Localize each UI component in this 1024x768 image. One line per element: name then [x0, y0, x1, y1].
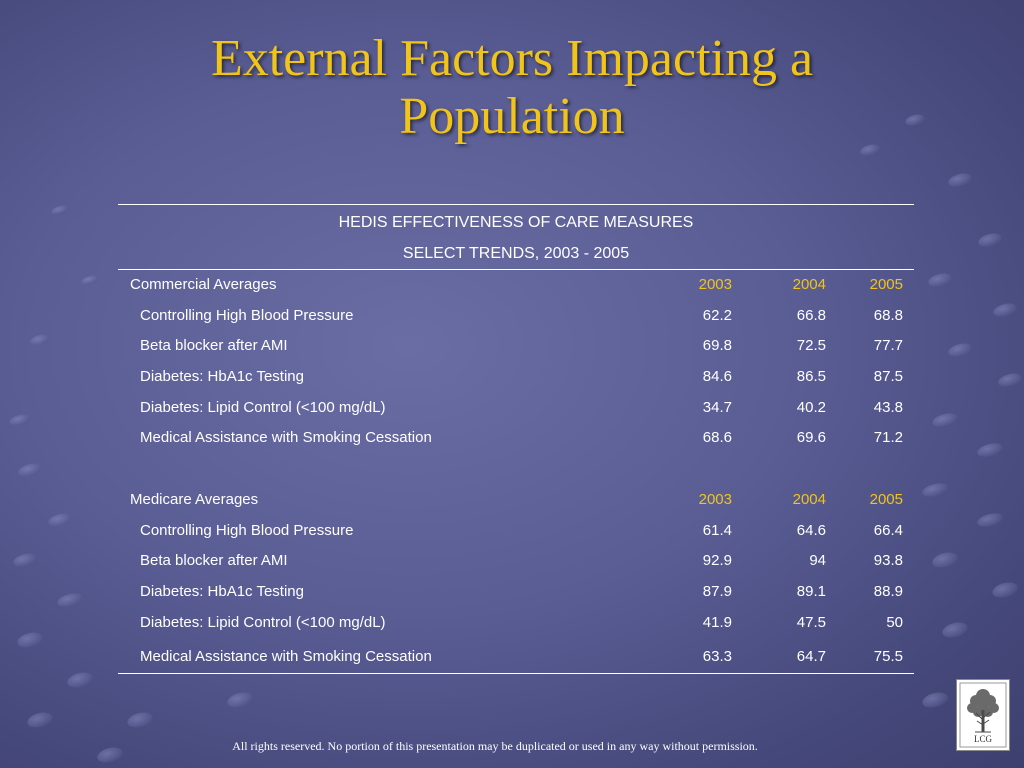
- year-header: 2003: [698, 490, 732, 508]
- cell-value: 86.5: [796, 368, 826, 386]
- slide-title: External Factors Impacting a Population: [210, 30, 814, 145]
- table-header-rule: [118, 269, 914, 270]
- cell-value: 94: [809, 552, 826, 570]
- row-label: Beta blocker after AMI: [140, 337, 288, 355]
- cell-value: 84.6: [702, 368, 732, 386]
- row-label: Controlling High Blood Pressure: [140, 306, 354, 324]
- cell-value: 68.8: [873, 306, 903, 324]
- table-row: Diabetes: HbA1c Testing 84.6 86.5 87.5: [118, 362, 914, 393]
- table-bottom-rule: [118, 673, 914, 675]
- cell-value: 66.4: [873, 521, 903, 539]
- cell-value: 69.8: [702, 337, 732, 355]
- year-header: 2003: [698, 276, 732, 293]
- copyright-footer: All rights reserved. No portion of this …: [232, 739, 758, 753]
- cell-value: 68.6: [702, 429, 732, 447]
- cell-value: 41.9: [702, 613, 732, 631]
- cell-value: 93.8: [873, 552, 903, 570]
- cell-value: 69.6: [796, 429, 826, 447]
- row-label: Diabetes: Lipid Control (<100 mg/dL): [140, 398, 386, 416]
- table-header-line1: HEDIS EFFECTIVENESS OF CARE MEASURES: [338, 214, 694, 231]
- cell-value: 64.6: [796, 521, 826, 539]
- cell-value: 77.7: [873, 337, 903, 355]
- lcg-logo: LCG: [956, 679, 1010, 751]
- cell-value: 63.3: [702, 648, 732, 666]
- cell-value: 87.5: [873, 368, 903, 386]
- cell-value: 89.1: [796, 582, 826, 600]
- year-header: 2004: [792, 276, 826, 293]
- table-row: Controlling High Blood Pressure 62.2 66.…: [118, 301, 914, 332]
- row-label: Beta blocker after AMI: [140, 552, 288, 570]
- table-row: Diabetes: HbA1c Testing 87.9 89.1 88.9: [118, 577, 914, 608]
- section-title: Medicare Averages: [130, 490, 259, 508]
- cell-value: 61.4: [702, 521, 732, 539]
- table-row: Controlling High Blood Pressure 61.4 64.…: [118, 516, 914, 547]
- year-header: 2005: [869, 490, 903, 508]
- table-top-rule: [118, 204, 914, 205]
- row-label: Diabetes: Lipid Control (<100 mg/dL): [140, 613, 386, 631]
- row-label: Diabetes: HbA1c Testing: [140, 368, 304, 386]
- table-row: Medical Assistance with Smoking Cessatio…: [118, 423, 914, 454]
- cell-value: 64.7: [796, 648, 826, 666]
- table-row: Diabetes: Lipid Control (<100 mg/dL) 34.…: [118, 393, 914, 424]
- cell-value: 43.8: [873, 398, 903, 416]
- cell-value: 75.5: [873, 648, 903, 666]
- table-header-line2: SELECT TRENDS, 2003 - 2005: [402, 245, 630, 262]
- cell-value: 47.5: [796, 613, 826, 631]
- cell-value: 87.9: [702, 582, 732, 600]
- cell-value: 66.8: [796, 306, 826, 324]
- year-header: 2005: [869, 276, 903, 293]
- section-title: Commercial Averages: [130, 276, 277, 293]
- row-label: Medical Assistance with Smoking Cessatio…: [140, 648, 432, 666]
- section-spacer: [118, 454, 914, 485]
- tree-icon: LCG: [959, 682, 1007, 748]
- cell-value: 88.9: [873, 582, 903, 600]
- row-label: Diabetes: HbA1c Testing: [140, 582, 304, 600]
- cell-value: 62.2: [702, 306, 732, 324]
- table-row: Beta blocker after AMI 92.9 94 93.8: [118, 546, 914, 577]
- cell-value: 34.7: [702, 398, 732, 416]
- cell-value: 71.2: [873, 429, 903, 447]
- section-header-medicare: Medicare Averages 2003 2004 2005: [118, 485, 914, 516]
- cell-value: 92.9: [702, 552, 732, 570]
- year-header: 2004: [792, 490, 826, 508]
- cell-value: 50: [886, 613, 903, 631]
- logo-text: LCG: [974, 734, 993, 744]
- section-header-commercial: Commercial Averages 2003 2004 2005: [118, 270, 914, 301]
- row-label: Medical Assistance with Smoking Cessatio…: [140, 429, 432, 447]
- cell-value: 72.5: [796, 337, 826, 355]
- row-label: Controlling High Blood Pressure: [140, 521, 354, 539]
- table-row: Medical Assistance with Smoking Cessatio…: [118, 638, 914, 673]
- table-row: Beta blocker after AMI 69.8 72.5 77.7: [118, 331, 914, 362]
- table-row: Diabetes: Lipid Control (<100 mg/dL) 41.…: [118, 608, 914, 639]
- cell-value: 40.2: [796, 398, 826, 416]
- hedis-table: HEDIS EFFECTIVENESS OF CARE MEASURES SEL…: [118, 204, 914, 675]
